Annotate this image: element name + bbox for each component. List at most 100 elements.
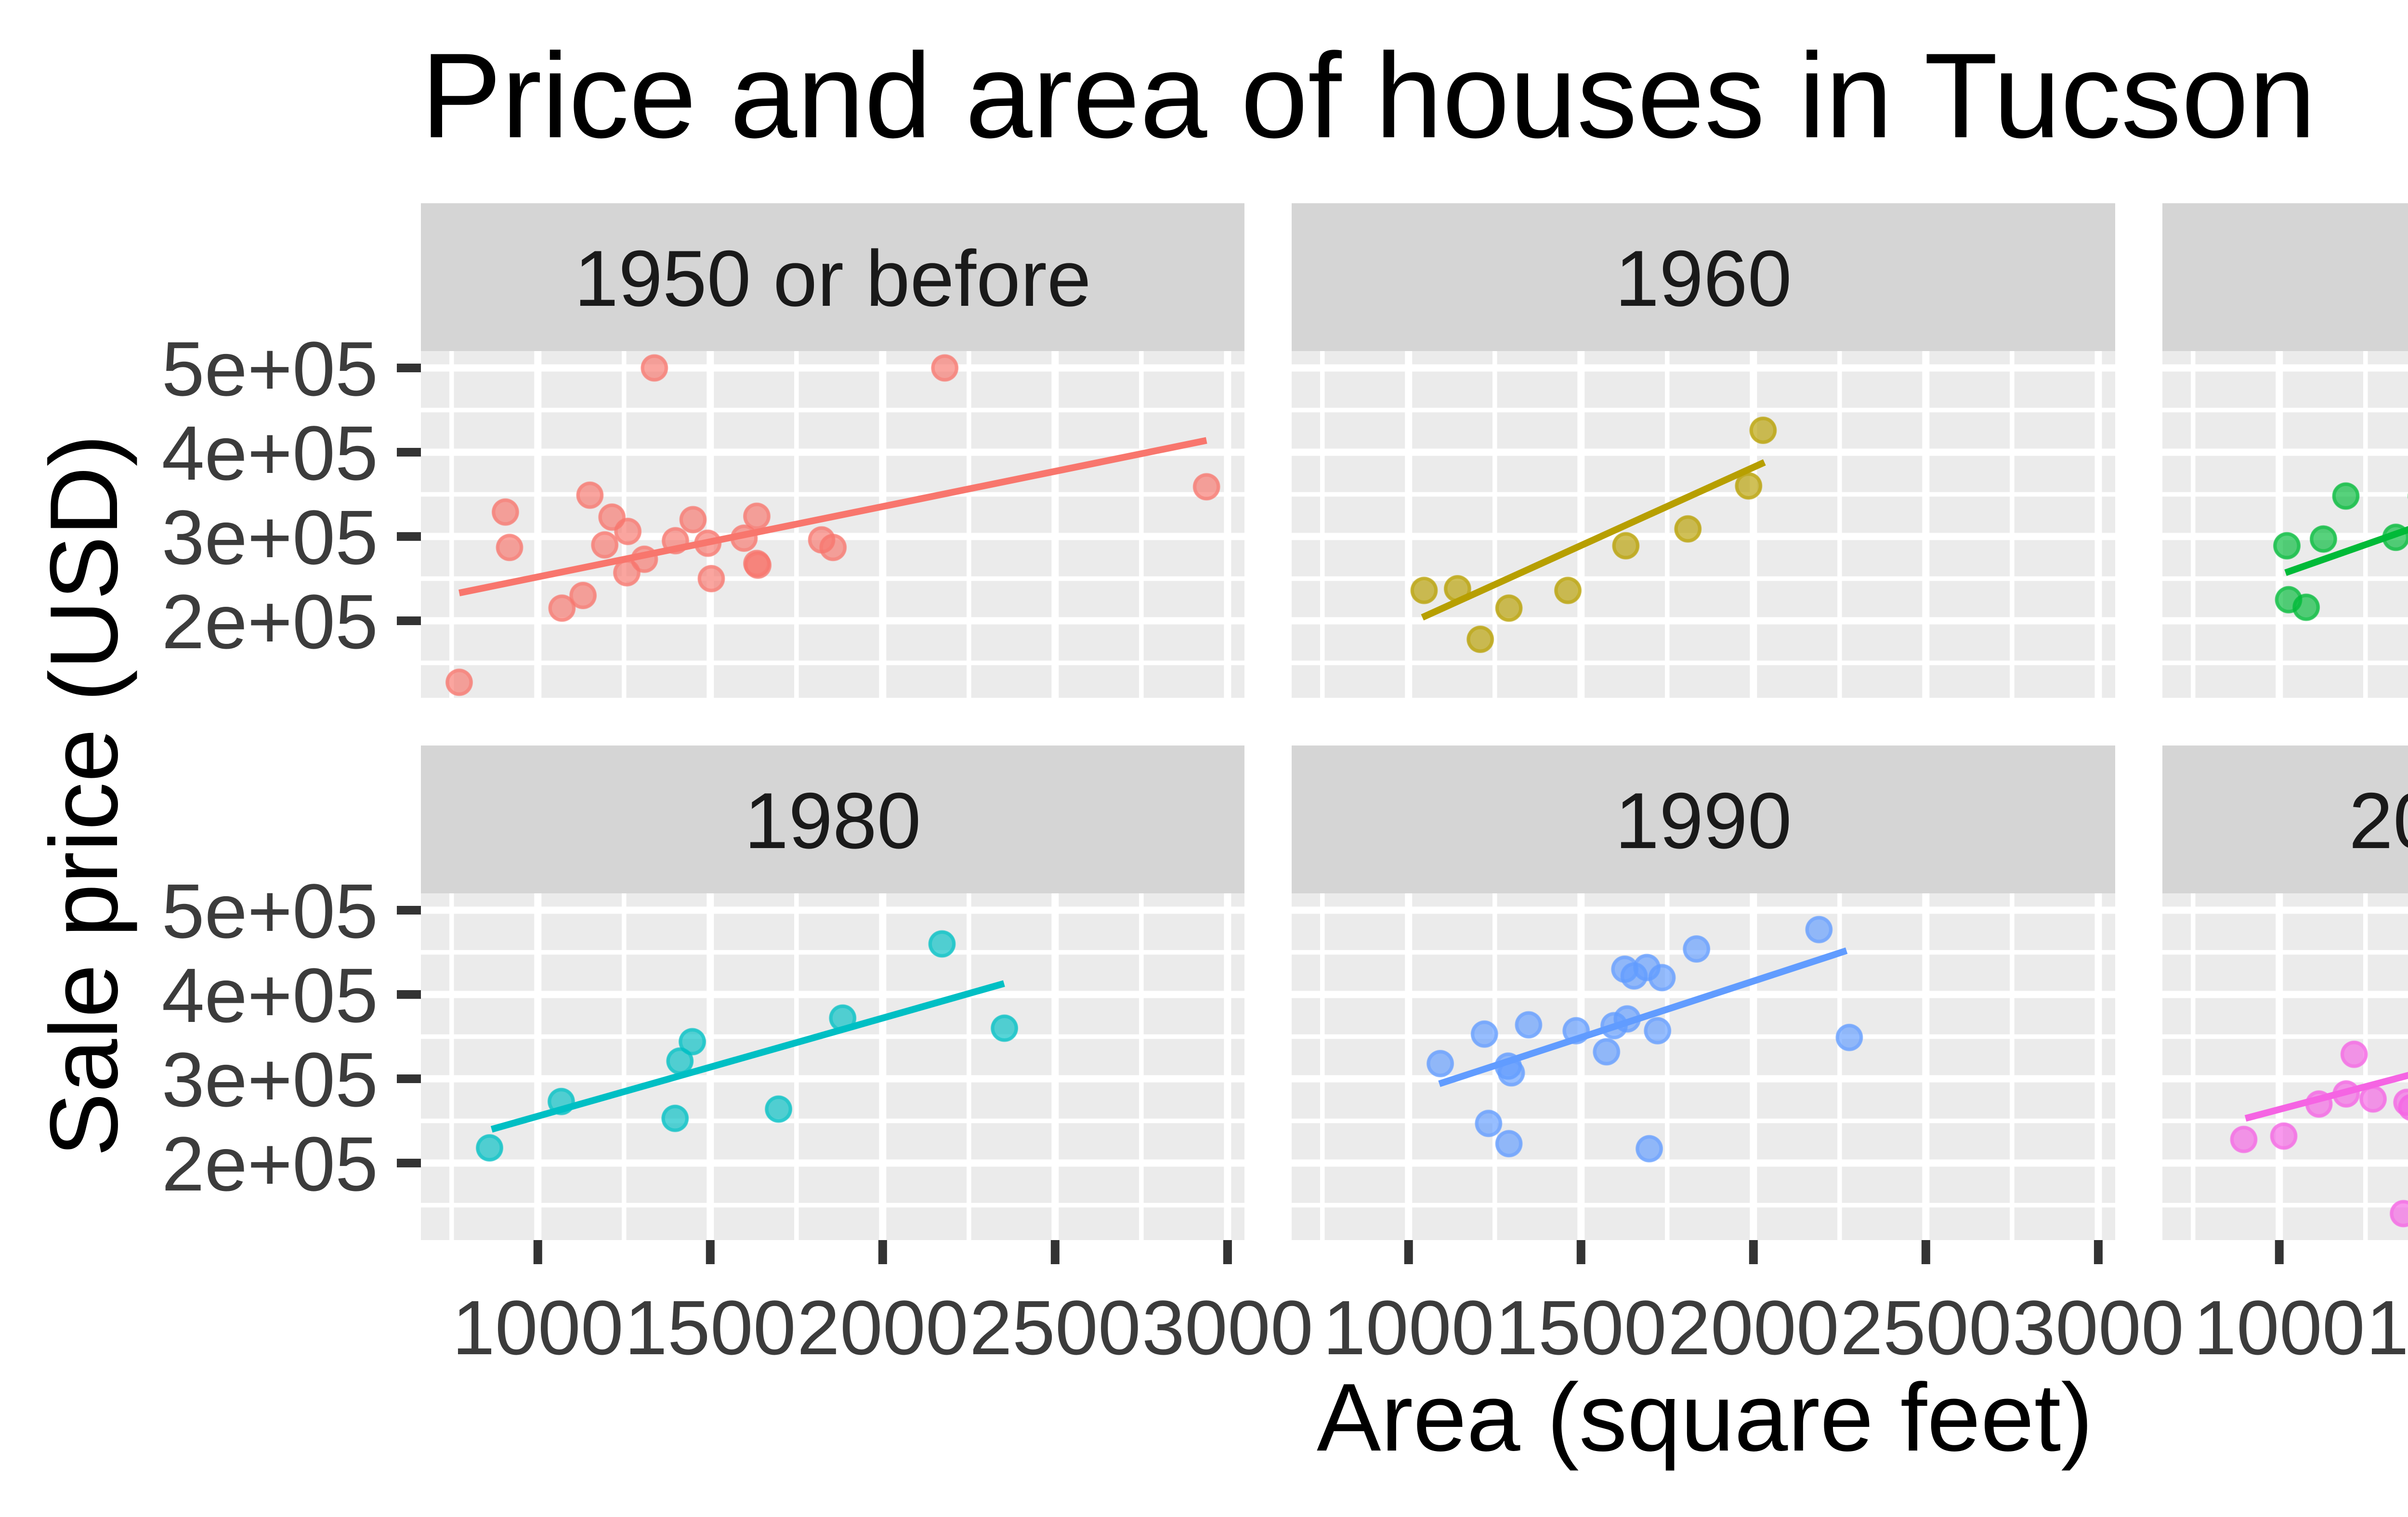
data-point-ring [744,503,770,530]
data-point [496,534,523,562]
data-point-ring [680,507,706,533]
y-axis-tick [397,1159,421,1168]
facet-strip-label: 1980 [744,776,921,865]
facet-panel: 1950 or before [421,203,1244,698]
data-point-fill [1593,1038,1621,1066]
data-point [1515,1011,1543,1039]
data-point-fill [2332,482,2360,510]
y-axis-tick [397,448,421,457]
trend-line [1438,947,1848,1087]
data-point [765,1095,793,1123]
data-point [1466,626,1494,654]
trend-line [1421,459,1766,621]
data-point [2292,593,2320,621]
data-point [1636,1135,1663,1163]
x-axis-tick [2094,1240,2103,1264]
data-point-fill [2340,1040,2368,1068]
data-point-fill [2359,1085,2387,1113]
x-axis-tick [1050,1240,1060,1264]
y-axis-tick [397,616,421,626]
data-point-ring [548,1088,575,1115]
y-axis-tick [397,364,421,373]
y-axis-tick-label: 2e+05 [162,578,378,665]
data-point-ring [1649,965,1675,991]
data-point [2340,1040,2368,1068]
data-point-ring [1496,595,1522,621]
data-point-fill [2273,532,2301,560]
data-point [1648,964,1676,992]
data-point-ring [2310,526,2337,552]
data-point-fill [491,498,519,526]
facet-strip-label: 1990 [1615,776,1792,865]
data-point-fill [1835,1023,1863,1051]
data-point-fill [1648,964,1676,992]
data-point-ring [2390,1201,2408,1227]
data-point-fill [819,534,847,562]
facet-strip [2162,203,2408,351]
data-point-fill [1805,915,1833,943]
facet-panels-group: 1950 or before 1960 1970 1980 1990 2000 or af… [421,203,2408,1240]
data-point [569,582,597,610]
data-point-ring [1471,1021,1498,1047]
trend-line [490,980,1005,1133]
data-point [2273,532,2301,560]
data-point [548,594,576,622]
data-point-fill [2292,593,2320,621]
panel-background [421,351,1244,698]
panel-data-layer [476,930,1019,1162]
data-point [679,1028,707,1056]
data-point-ring [446,669,472,695]
data-point-ring [2271,1123,2297,1150]
data-point-fill [614,518,642,546]
data-point-ring [1411,577,1437,604]
x-axis-tick-label: 1500 [2366,1284,2408,1371]
data-point-fill [1470,1020,1498,1048]
data-point [1192,473,1220,501]
facet-panel: 1980 [421,745,1244,1240]
data-point-ring [641,355,667,381]
data-point-fill [928,930,956,958]
data-point-ring [1515,1012,1542,1038]
y-axis-tick [397,1074,421,1084]
data-point [931,354,959,382]
x-axis-tick [1576,1240,1585,1264]
data-point-fill [2398,1094,2408,1121]
y-axis-tick-label: 3e+05 [162,1036,378,1123]
x-axis-tick-label: 1500 [625,1284,796,1371]
data-point-ring [1683,936,1710,962]
data-point-fill [1749,417,1777,445]
data-point-fill [679,1028,707,1056]
data-point-fill [679,506,707,534]
data-point [445,668,473,696]
data-point [1749,417,1777,445]
data-point [1470,1020,1498,1048]
data-point-ring [599,504,625,530]
data-point [641,354,668,382]
data-point-ring [1735,473,1762,499]
data-point-fill [1475,1110,1503,1138]
data-point-ring [679,1029,706,1055]
data-point-ring [1675,516,1701,542]
data-point-fill [1410,576,1438,604]
plot-title: Price and area of houses in Tucson [421,28,2316,163]
data-point-ring [615,518,641,545]
data-point [1644,1017,1672,1045]
data-point-ring [991,1015,1018,1042]
y-axis-tick [397,532,421,541]
data-point [1674,515,1702,543]
data-point-fill [1644,1017,1672,1045]
data-point-fill [1495,1130,1523,1158]
data-point [614,518,642,546]
data-point-ring [570,582,596,609]
y-axis-title: Sale price (USD) [30,434,138,1157]
x-axis-tick-label: 2000 [1668,1284,1839,1371]
facet-panel: 2000 or after [2162,745,2408,1240]
facet-strip [1292,745,2115,893]
data-point-fill [1554,576,1582,604]
x-axis-title: Area (square feet) [1317,1364,2093,1471]
data-point [1495,594,1523,622]
data-point-ring [476,1135,503,1161]
data-point-fill [931,354,959,382]
data-point-fill [1426,1050,1454,1078]
data-point-ring [1475,1110,1502,1137]
